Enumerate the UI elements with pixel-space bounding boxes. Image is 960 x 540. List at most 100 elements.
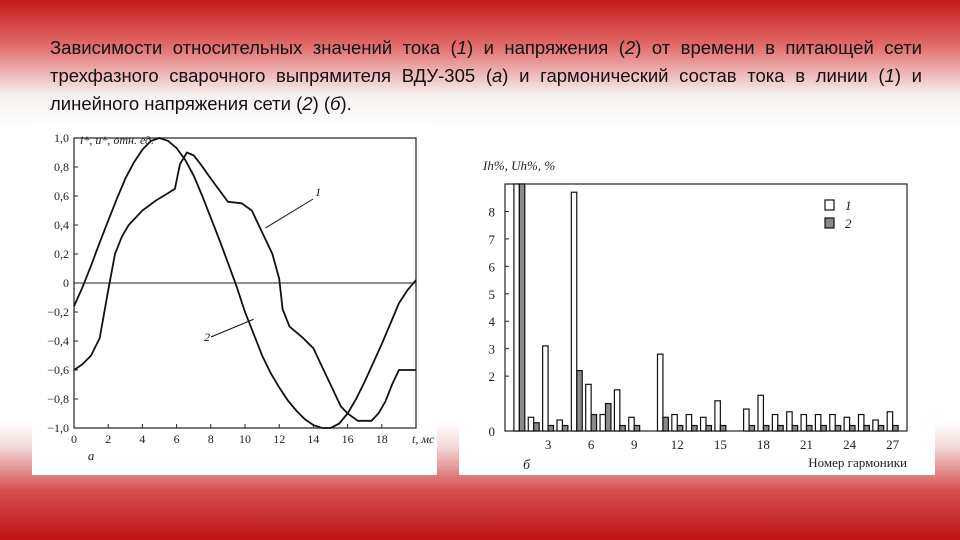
bar-series-1 xyxy=(628,416,635,432)
waveform-chart: 1,00,80,60,40,20−0,2−0,4−0,6−0,8−1,00 2 4 6… xyxy=(47,131,435,463)
y-tick-label: 7 xyxy=(489,232,496,247)
bar-series-2 xyxy=(619,424,626,432)
bar-series-1 xyxy=(843,416,851,432)
series-1-leader xyxy=(265,198,314,229)
bar-series-2 xyxy=(604,402,612,432)
caption-part: а xyxy=(492,65,503,86)
panel-label: а xyxy=(88,448,95,463)
x-tick-label: 0 xyxy=(71,432,77,446)
bar-series-2 xyxy=(805,424,813,432)
bar-series-1 xyxy=(771,413,779,432)
caption-part: ). xyxy=(340,93,352,114)
x-tick-label: 6 xyxy=(174,432,180,446)
bar-series-1 xyxy=(757,394,765,432)
bar-series-2 xyxy=(590,413,598,432)
x-tick-label: 21 xyxy=(800,437,813,452)
bar-series-1 xyxy=(814,413,822,432)
bar-series-2 xyxy=(877,424,885,432)
chart-panel-b: 0 2 3 4 5 6 7 8 3 6 9 12 15 18 21 24 27 Ih%, Uh%, % Номер … xyxy=(459,146,935,475)
y-tick-label: 6 xyxy=(489,259,496,274)
x-tick-label: 18 xyxy=(757,437,770,452)
caption-part: ) и напряжения ( xyxy=(466,37,625,58)
bar-series-2 xyxy=(777,424,784,432)
series-1-line xyxy=(73,151,416,422)
bar-series-1 xyxy=(829,413,836,432)
caption-part: Зависимости относительных значений тока … xyxy=(50,37,457,58)
bar-series-2 xyxy=(863,424,870,432)
bar-series-1 xyxy=(671,413,678,432)
caption-part: 2 xyxy=(302,93,313,114)
x-tick-label: 15 xyxy=(714,437,727,452)
legend-label: 1 xyxy=(845,198,852,213)
y-tick-label: 0,6 xyxy=(54,189,69,203)
caption-part: ) и гармонический состав тока в линии ( xyxy=(502,65,885,86)
bar-series-1 xyxy=(542,345,549,432)
bar-series-1 xyxy=(513,183,520,432)
y-tick-label: 1,0 xyxy=(54,131,69,145)
y-tick-label: 2 xyxy=(489,369,496,384)
y-tick-label: −0,4 xyxy=(47,334,69,348)
bar-series-2 xyxy=(518,183,526,432)
bar-series-1 xyxy=(872,419,879,432)
bar-series-1 xyxy=(585,383,592,432)
y-axis-label: i*, u*, отн. ед. xyxy=(80,133,154,147)
y-tick-label: 3 xyxy=(489,342,496,357)
x-tick-label: 6 xyxy=(588,437,595,452)
bar-series-1 xyxy=(714,400,721,432)
y-tick-label: 0,8 xyxy=(54,160,69,174)
x-tick-label: 3 xyxy=(545,437,552,452)
x-tick-label: 16 xyxy=(342,432,354,446)
caption-part: ) ( xyxy=(312,93,331,114)
legend-swatch xyxy=(824,217,835,229)
chart-panel-a: 1,0 0,8 0,6 0,4 0,2 0 −0,2 −0,4 −0,6 −0,8 −1,0 0 2 4 6… xyxy=(32,126,437,475)
panel-label: б xyxy=(523,458,531,473)
bar-series-1 xyxy=(556,419,564,432)
bar-series-2 xyxy=(719,424,727,432)
y-tick-label: −1,0 xyxy=(47,421,69,435)
x-tick-label: 12 xyxy=(273,432,285,446)
y-tick-label: 0 xyxy=(63,276,69,290)
bar-series-2 xyxy=(762,424,770,432)
y-tick-label: 0,4 xyxy=(54,218,69,232)
legend-label: 2 xyxy=(845,216,852,231)
x-tick-label: 18 xyxy=(376,432,388,446)
bar-series-1 xyxy=(527,416,535,432)
bar-series-1 xyxy=(599,413,607,432)
bar-series-2 xyxy=(633,424,641,432)
series-1-label: 1 xyxy=(315,185,321,199)
bar-series-1 xyxy=(699,416,707,432)
bar-series-1 xyxy=(685,413,693,432)
x-axis-label: t, мс xyxy=(412,432,435,446)
y-tick-label: 0 xyxy=(489,424,496,439)
y-tick-label: −0,2 xyxy=(47,305,69,319)
y-tick-label: 5 xyxy=(489,287,496,302)
bar-series-2 xyxy=(676,424,684,432)
bar-series-2 xyxy=(748,424,756,432)
bar-series-2 xyxy=(547,424,555,432)
x-tick-label: 9 xyxy=(631,437,638,452)
caption-part: 1 xyxy=(884,65,895,86)
x-tick-label: 27 xyxy=(886,437,900,452)
bar-series-1 xyxy=(786,411,793,432)
caption-part: ) от времени в питающей сети трехфазного… xyxy=(50,37,923,86)
caption-part: ) и линейного напряжения сети ( xyxy=(50,65,922,114)
slide-caption: Зависимости относительных значений тока … xyxy=(50,34,922,118)
bar-series-2 xyxy=(691,424,698,432)
bar-series-2 xyxy=(662,416,669,432)
y-tick-label: 8 xyxy=(489,204,496,219)
series-2-leader xyxy=(210,318,254,338)
bar-series-2 xyxy=(848,424,856,432)
caption-part: 2 xyxy=(624,37,636,58)
bar-series-1 xyxy=(656,353,664,432)
bar-series-1 xyxy=(743,408,750,432)
x-tick-label: 2 xyxy=(105,432,111,446)
y-tick-label: −0,8 xyxy=(47,392,69,406)
bar-series-2 xyxy=(576,370,583,432)
x-tick-label: 8 xyxy=(208,432,214,446)
bar-series-2 xyxy=(820,424,827,432)
bar-series-2 xyxy=(892,424,899,432)
bar-series-2 xyxy=(791,424,799,432)
y-axis-label: Ih%, Uh%, % xyxy=(482,158,555,173)
caption-part: б xyxy=(330,93,341,114)
